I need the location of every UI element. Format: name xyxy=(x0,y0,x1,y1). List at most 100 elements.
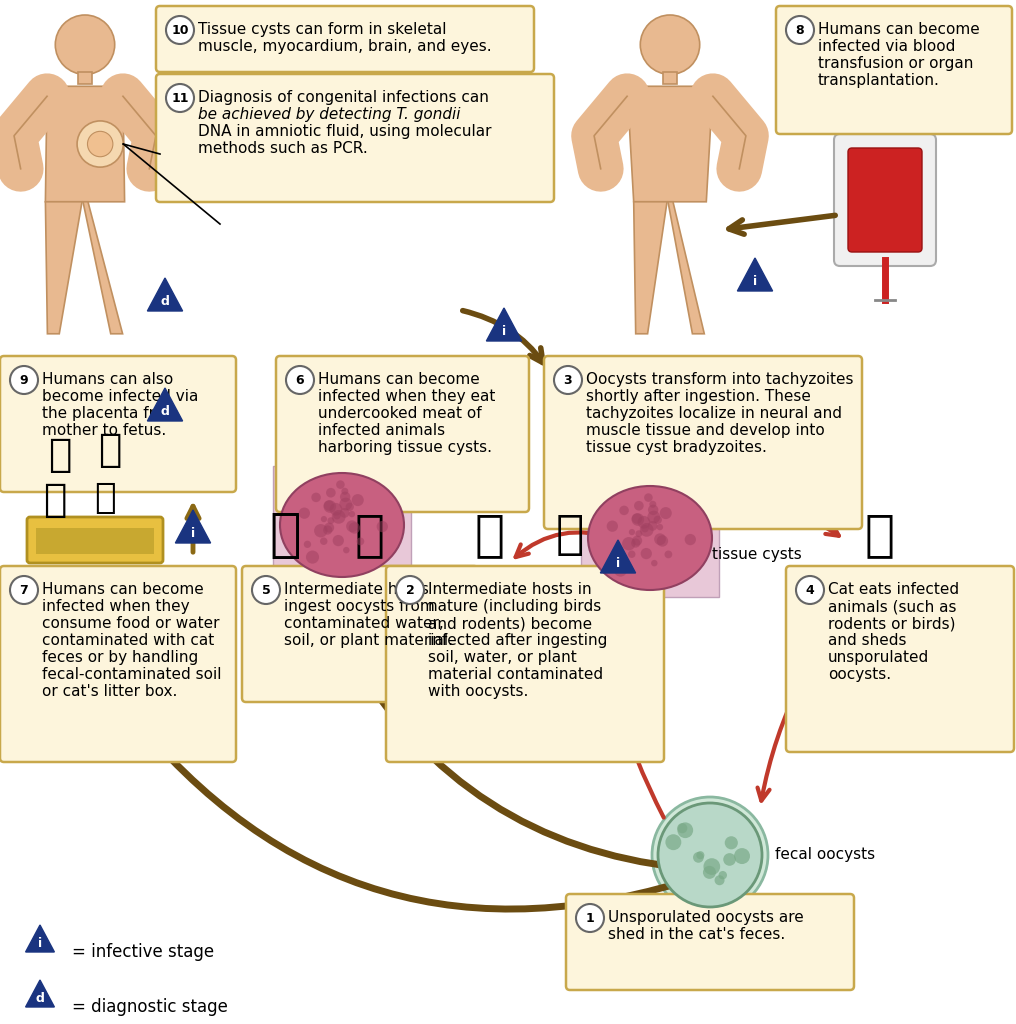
FancyBboxPatch shape xyxy=(276,356,529,512)
Circle shape xyxy=(329,503,342,515)
Circle shape xyxy=(664,551,673,558)
FancyBboxPatch shape xyxy=(566,894,854,990)
Text: muscle, myocardium, brain, and eyes.: muscle, myocardium, brain, and eyes. xyxy=(198,39,492,54)
Circle shape xyxy=(648,521,657,530)
Circle shape xyxy=(252,575,280,604)
Circle shape xyxy=(640,15,700,75)
Text: 🍐: 🍐 xyxy=(44,481,67,519)
Circle shape xyxy=(654,534,665,545)
Text: d: d xyxy=(161,295,170,307)
Text: Intermediate hosts in: Intermediate hosts in xyxy=(428,582,591,597)
Ellipse shape xyxy=(588,486,712,590)
Circle shape xyxy=(314,524,327,538)
Circle shape xyxy=(640,523,653,537)
Text: i: i xyxy=(502,325,506,338)
Text: i: i xyxy=(753,274,757,288)
Text: the placenta from: the placenta from xyxy=(42,407,179,421)
Text: harboring tissue cysts.: harboring tissue cysts. xyxy=(318,440,492,456)
Circle shape xyxy=(607,520,618,531)
Text: 1: 1 xyxy=(585,911,594,925)
Circle shape xyxy=(311,493,321,502)
Circle shape xyxy=(647,511,660,523)
Circle shape xyxy=(629,529,635,536)
Text: 8: 8 xyxy=(796,24,805,37)
Text: Intermediate hosts: Intermediate hosts xyxy=(284,582,429,597)
Circle shape xyxy=(620,506,629,515)
Polygon shape xyxy=(176,510,210,543)
Text: transplantation.: transplantation. xyxy=(818,73,940,88)
Text: i: i xyxy=(38,937,42,950)
FancyBboxPatch shape xyxy=(0,356,236,492)
Polygon shape xyxy=(627,86,713,202)
Text: muscle tissue and develop into: muscle tissue and develop into xyxy=(586,423,825,438)
Circle shape xyxy=(693,852,704,863)
FancyBboxPatch shape xyxy=(0,566,236,762)
FancyBboxPatch shape xyxy=(848,148,922,252)
Circle shape xyxy=(348,511,356,517)
Circle shape xyxy=(628,551,635,558)
Text: consume food or water: consume food or water xyxy=(42,616,219,631)
Circle shape xyxy=(644,494,652,502)
Text: fecal-contaminated soil: fecal-contaminated soil xyxy=(42,668,221,682)
Text: 🐀: 🐀 xyxy=(556,512,584,557)
Text: 3: 3 xyxy=(564,374,572,386)
Circle shape xyxy=(632,536,642,546)
Circle shape xyxy=(622,537,635,551)
Circle shape xyxy=(346,520,358,532)
Circle shape xyxy=(658,803,762,907)
Circle shape xyxy=(166,84,194,112)
Polygon shape xyxy=(600,540,636,573)
Text: 🐄: 🐄 xyxy=(269,509,301,561)
Text: Cat eats infected: Cat eats infected xyxy=(828,582,959,597)
Circle shape xyxy=(734,848,750,864)
Text: shed in the cat's feces.: shed in the cat's feces. xyxy=(608,927,785,942)
Text: tissue cyst bradyzoites.: tissue cyst bradyzoites. xyxy=(586,440,767,456)
Circle shape xyxy=(340,492,351,502)
Text: d: d xyxy=(161,404,170,418)
Circle shape xyxy=(635,530,642,538)
Text: material contaminated: material contaminated xyxy=(428,668,604,682)
Ellipse shape xyxy=(280,473,404,577)
Text: Humans can become: Humans can become xyxy=(42,582,204,597)
Circle shape xyxy=(576,904,604,932)
Text: Oocysts transform into tachyzoites: Oocysts transform into tachyzoites xyxy=(586,372,853,387)
Text: and sheds: and sheds xyxy=(828,633,906,648)
Circle shape xyxy=(352,494,364,506)
Circle shape xyxy=(652,797,768,913)
Text: become infected via: become infected via xyxy=(42,389,198,404)
FancyBboxPatch shape xyxy=(386,566,664,762)
Text: with oocysts.: with oocysts. xyxy=(428,684,528,699)
Circle shape xyxy=(703,858,720,874)
Circle shape xyxy=(631,539,640,548)
Polygon shape xyxy=(25,980,55,1007)
Circle shape xyxy=(648,505,658,515)
Circle shape xyxy=(632,513,644,526)
Bar xyxy=(662,73,678,84)
Circle shape xyxy=(678,822,693,838)
Circle shape xyxy=(696,851,704,859)
Text: and rodents) become: and rodents) become xyxy=(428,616,592,631)
Circle shape xyxy=(324,522,334,532)
Circle shape xyxy=(55,15,115,75)
Circle shape xyxy=(651,560,657,566)
Text: tissue cysts: tissue cysts xyxy=(712,548,802,562)
Text: infected via blood: infected via blood xyxy=(818,39,955,54)
Circle shape xyxy=(345,503,354,511)
Circle shape xyxy=(10,575,38,604)
Circle shape xyxy=(632,513,642,524)
Text: 🐈: 🐈 xyxy=(865,511,895,559)
Text: infected when they: infected when they xyxy=(42,599,190,614)
FancyBboxPatch shape xyxy=(156,6,534,72)
Text: contaminated water,: contaminated water, xyxy=(284,616,444,631)
Circle shape xyxy=(166,16,194,44)
Text: nature (including birds: nature (including birds xyxy=(428,599,601,614)
Circle shape xyxy=(323,500,336,513)
Text: 🐓: 🐓 xyxy=(475,511,505,559)
Circle shape xyxy=(299,508,310,519)
Text: d: d xyxy=(36,992,45,1006)
Circle shape xyxy=(323,525,332,535)
Text: transfusion or organ: transfusion or organ xyxy=(818,56,973,71)
Text: fecal oocysts: fecal oocysts xyxy=(775,848,875,862)
Circle shape xyxy=(332,510,345,523)
FancyBboxPatch shape xyxy=(834,134,936,266)
